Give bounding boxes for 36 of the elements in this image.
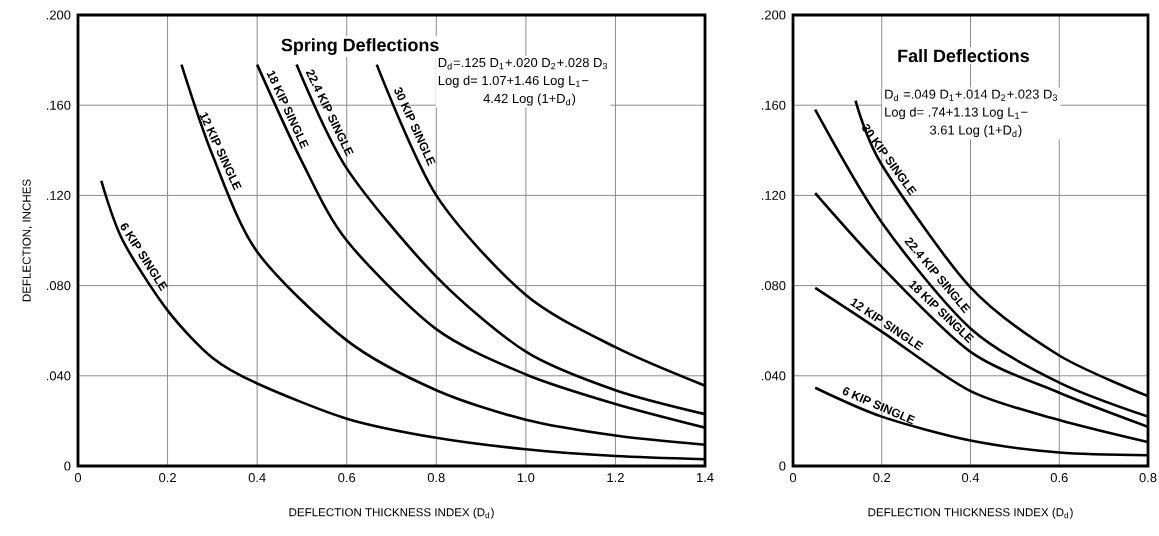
x-tick-label: 0.4 — [248, 473, 266, 483]
y-tick-label: 0 — [779, 461, 786, 471]
x-tick-label: 0.4 — [962, 473, 980, 483]
x-tick-label: 0 — [789, 473, 797, 483]
annotation: Log d= .74+1.13 Log L$_{1}$− — [885, 107, 1028, 120]
annotation: D$_{d}$=.125 D$_{1}$+.020 D$_{2}$+.028 D$_{3}$ — [438, 57, 608, 70]
x-tick-label: 1.4 — [697, 473, 714, 482]
y-tick-label: .040 — [46, 371, 71, 381]
text: Fall Deflections — [898, 49, 1029, 63]
x-axis-title: DEFLECTION THICKNESS INDEX (D$_{d}$) — [868, 507, 1073, 519]
y-tick-label: .080 — [761, 281, 786, 291]
x-tick-label: 0.8 — [1139, 473, 1157, 483]
annotation: 3.61 Log (1+D$_{d}$) — [929, 125, 1022, 138]
y-tick-label: .040 — [761, 371, 786, 381]
x-tick-label: 0.2 — [873, 473, 891, 483]
annotation: 4.42 Log (1+D$_{d}$) — [483, 93, 576, 106]
x-tick-label: 0.6 — [1050, 473, 1068, 483]
x-tick-label: 1.0 — [517, 473, 535, 483]
y-tick-label: 0 — [64, 461, 71, 471]
x-tick-label: 0.8 — [427, 473, 445, 483]
annotation: D$_{d}$ =.049 D$_{1}$+.014 D$_{2}$+.023 D$_{3}$ — [885, 89, 1058, 102]
y-tick-label: .200 — [761, 10, 786, 20]
y-tick-label: .160 — [761, 100, 786, 110]
y-axis-title: DEFLECTION, INCHES — [22, 179, 33, 302]
y-tick-label: .080 — [46, 281, 71, 291]
x-tick-label: 1.2 — [607, 473, 624, 483]
x-tick-label: 0.2 — [159, 473, 176, 483]
y-tick-label: .160 — [46, 100, 71, 110]
y-tick-label: .200 — [46, 10, 71, 20]
y-tick-label: .120 — [46, 190, 71, 200]
y-tick-label: .120 — [761, 190, 786, 200]
x-axis-title: DEFLECTION THICKNESS INDEX (D$_{d}$) — [289, 507, 494, 519]
annotation: Log d= 1.07+1.46 Log L$_{1}$− — [438, 75, 589, 88]
x-tick-label: 0 — [74, 473, 82, 483]
x-tick-label: 0.6 — [338, 473, 356, 483]
text: Spring Deflections — [281, 38, 439, 55]
